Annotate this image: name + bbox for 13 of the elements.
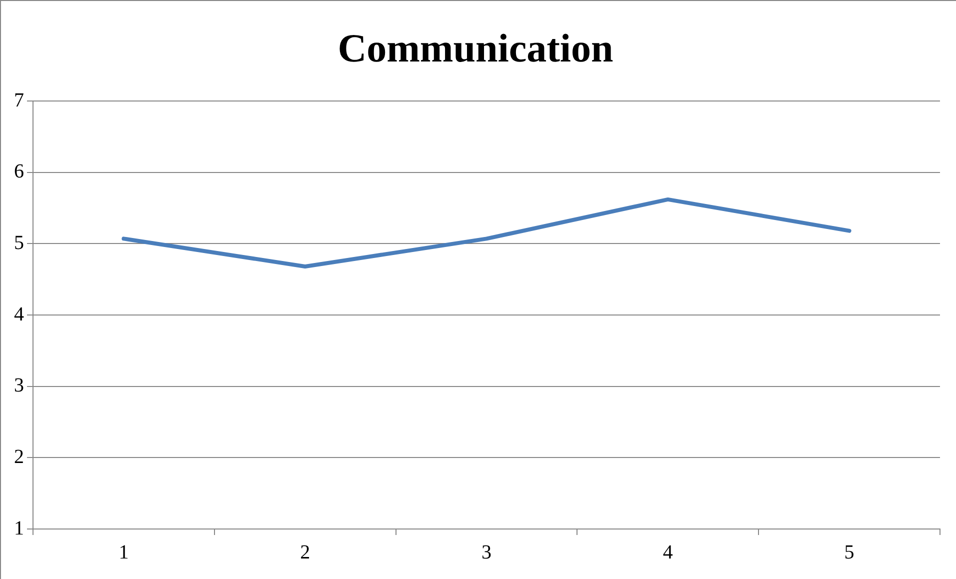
y-tick-label: 2 bbox=[14, 446, 24, 468]
x-tick-label: 1 bbox=[118, 541, 129, 564]
x-tick-label: 5 bbox=[844, 541, 854, 564]
y-tick-label: 1 bbox=[14, 517, 24, 540]
x-tick-label: 4 bbox=[662, 541, 673, 564]
y-tick-label: 6 bbox=[14, 160, 24, 183]
x-tick-label: 2 bbox=[300, 541, 310, 564]
y-tick-label: 4 bbox=[14, 303, 24, 326]
chart-title: Communication bbox=[338, 25, 614, 70]
y-tick-label: 3 bbox=[14, 374, 24, 397]
x-tick-label: 3 bbox=[482, 541, 492, 564]
y-tick-label: 5 bbox=[14, 232, 24, 254]
y-tick-label: 7 bbox=[14, 89, 24, 112]
